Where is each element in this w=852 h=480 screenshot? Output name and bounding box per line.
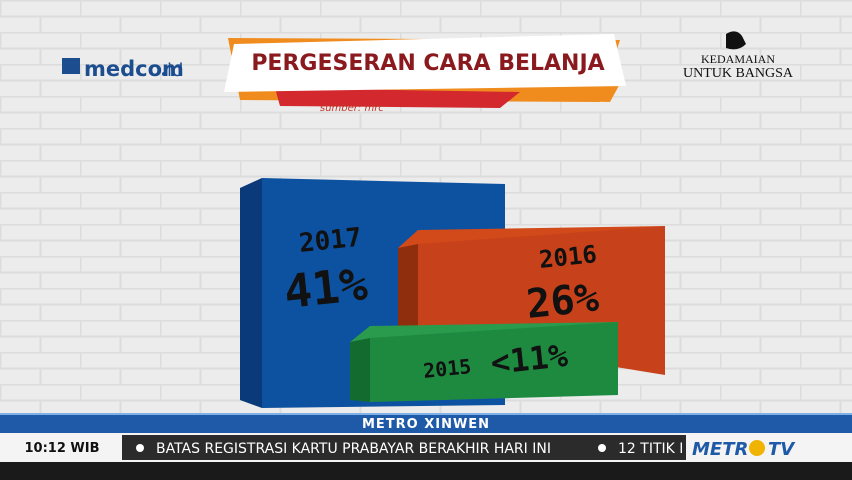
slogan-line: UNTUK BANGSA (683, 66, 794, 81)
title-banner: PERGESERAN CARA BELANJA sumber: mrc (224, 34, 626, 114)
program-name: METRO XINWEN (362, 417, 490, 432)
box-year: 2016 (538, 240, 598, 274)
box-2015: 2015 <11% (350, 322, 618, 402)
slogan: KEDAMAIAN UNTUK BANGSA (683, 31, 794, 81)
slogan-line: KEDAMAIAN (701, 52, 775, 66)
logo-suffix: id (167, 60, 183, 81)
channel-logo: TV (768, 439, 796, 460)
lower-third: METRO XINWEN 10:12 WIB BATAS REGISTRASI … (0, 413, 852, 480)
logo-text: medcom (84, 57, 184, 81)
source: sumber: mrc (320, 103, 384, 114)
headline: 12 TITIK I (618, 441, 683, 457)
box-value: 41% (282, 257, 371, 319)
channel-logo: METR (692, 439, 748, 460)
medcom-logo: medcom id (62, 57, 184, 81)
headline: BATAS REGISTRASI KARTU PRABAYAR BERAKHIR… (156, 441, 551, 457)
box-year: 2015 (422, 354, 472, 383)
box-value: <11% (489, 336, 570, 382)
time: 10:12 WIB (25, 441, 100, 456)
box-value: 26% (524, 275, 601, 328)
title: PERGESERAN CARA BELANJA (251, 51, 604, 76)
box-year: 2017 (298, 223, 363, 259)
